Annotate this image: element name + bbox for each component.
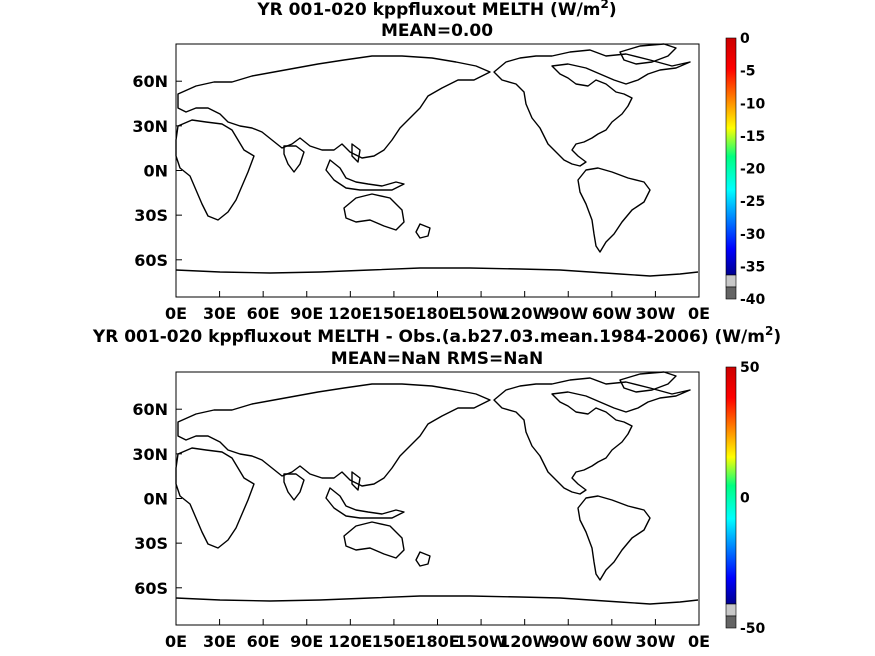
map-frame <box>175 43 700 298</box>
x-tick-label: 60E <box>247 304 280 323</box>
x-tick-label: 120E <box>328 632 372 651</box>
colorbar-tick-label: -15 <box>740 129 765 145</box>
y-tick-label: 30N <box>132 445 168 464</box>
x-tick-label: 120W <box>499 304 550 323</box>
colorbar-tick-label: -10 <box>740 96 766 112</box>
colorbar-tick-label: -30 <box>740 227 766 243</box>
x-tick-label: 60W <box>592 632 632 651</box>
x-tick-label: 150W <box>456 632 507 651</box>
y-tick-label: 60N <box>132 72 168 91</box>
x-tick-label: 150W <box>456 304 507 323</box>
colorbar-extension-light <box>725 274 737 288</box>
chart-subtitle: MEAN=0.00 <box>381 21 493 41</box>
colorbar-extension-dark <box>725 286 737 300</box>
y-tick-label: 60S <box>134 251 168 270</box>
colorbar-extension-light <box>725 603 737 617</box>
colorbar-tick-label: -50 <box>740 621 766 637</box>
colorbar-extension-dark <box>725 615 737 629</box>
y-tick-label: 30N <box>132 117 168 136</box>
x-tick-label: 90W <box>548 632 588 651</box>
y-tick-label: 60S <box>134 579 168 598</box>
colorbar-tick-label: -40 <box>740 292 766 308</box>
x-tick-label: 180E <box>415 304 459 323</box>
x-tick-label: 30W <box>635 304 675 323</box>
colorbar-tick-label: 50 <box>740 360 760 376</box>
x-tick-label: 90E <box>290 304 323 323</box>
x-tick-label: 0E <box>165 632 187 651</box>
x-tick-label: 180E <box>415 632 459 651</box>
y-tick-label: 0N <box>143 490 168 509</box>
x-tick-label: 60W <box>592 304 632 323</box>
x-tick-label: 120W <box>499 632 550 651</box>
colorbar <box>725 37 737 276</box>
map-frame <box>175 371 700 626</box>
chart-panel-bottom: YR 001-020 kppfluxout MELTH - Obs.(a.b27… <box>92 324 781 651</box>
x-tick-label: 30E <box>203 304 236 323</box>
colorbar-tick-label: -5 <box>740 64 756 80</box>
x-tick-label: 30W <box>635 632 675 651</box>
colorbar-tick-label: 0 <box>740 31 750 47</box>
colorbar <box>725 366 737 605</box>
chart-title: YR 001-020 kppfluxout MELTH - Obs.(a.b27… <box>92 324 781 347</box>
y-tick-label: 30S <box>134 206 168 225</box>
x-tick-label: 0E <box>165 304 187 323</box>
x-tick-label: 90W <box>548 304 588 323</box>
x-tick-label: 90E <box>290 632 323 651</box>
chart-title: YR 001-020 kppfluxout MELTH (W/m2) <box>256 0 616 20</box>
y-tick-label: 60N <box>132 400 168 419</box>
colorbar-tick-label: 0 <box>740 491 750 507</box>
x-tick-label: 30E <box>203 632 236 651</box>
colorbar-tick-label: -25 <box>740 194 765 210</box>
colorbar-tick-label: -20 <box>740 162 766 178</box>
x-tick-label: 60E <box>247 632 280 651</box>
x-tick-label: 0E <box>688 304 710 323</box>
chart-subtitle: MEAN=NaN RMS=NaN <box>331 349 543 369</box>
colorbar-tick-label: -35 <box>740 259 765 275</box>
y-tick-label: 30S <box>134 534 168 553</box>
chart-panel-top: YR 001-020 kppfluxout MELTH (W/m2)MEAN=0… <box>132 0 765 323</box>
x-tick-label: 120E <box>328 304 372 323</box>
x-tick-label: 150E <box>372 304 416 323</box>
x-tick-label: 0E <box>688 632 710 651</box>
x-tick-label: 150E <box>372 632 416 651</box>
y-tick-label: 0N <box>143 162 168 181</box>
